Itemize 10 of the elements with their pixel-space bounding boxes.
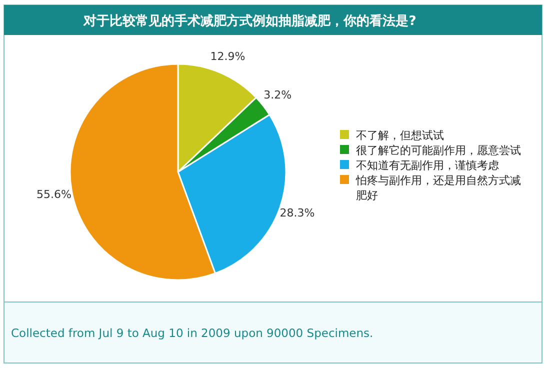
data-label: 3.2% xyxy=(264,88,292,102)
data-label: 28.3% xyxy=(280,206,315,220)
chart-title: 对于比较常见的手术减肥方式例如抽脂减肥，你的看法是? xyxy=(82,13,416,29)
data-label: 12.9% xyxy=(210,50,246,64)
legend-label: 不了解，但想试试 xyxy=(356,129,444,142)
text: Collected from Jul 9 to Aug 10 in 2009 upon 90000 Specimens. xyxy=(11,326,374,340)
legend-label: 怕疼与副作用，还是用自然方式减肥好 xyxy=(355,174,521,202)
data-label: 55.6% xyxy=(36,188,72,201)
legend-label: 不知道有无副作用，谨慎考虑 xyxy=(356,159,499,172)
legend-label: 很了解它的可能副作用，愿意尝试 xyxy=(356,144,521,157)
